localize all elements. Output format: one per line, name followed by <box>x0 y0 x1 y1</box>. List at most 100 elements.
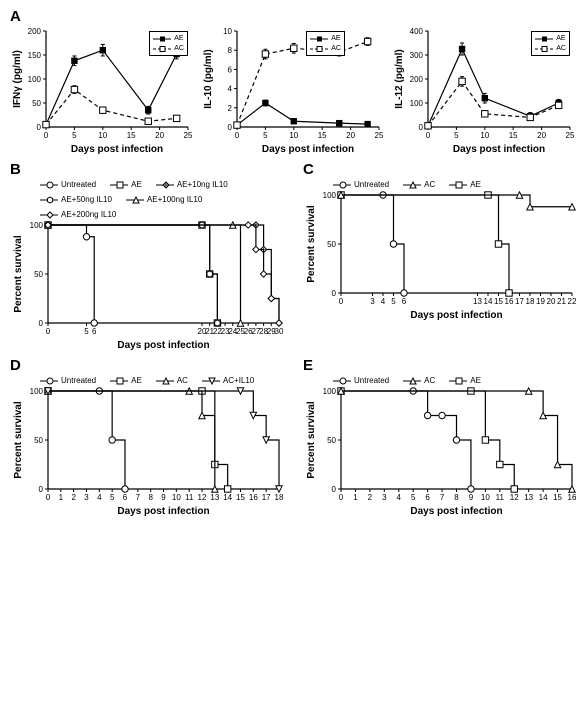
svg-text:50: 50 <box>32 99 41 108</box>
legend-item: AE+100ng IL10 <box>126 195 202 204</box>
svg-text:0: 0 <box>46 327 51 336</box>
svg-text:Days post infection: Days post infection <box>410 310 502 321</box>
legend-label: Untreated <box>61 376 96 385</box>
svg-text:IL-10 (pg/ml): IL-10 (pg/ml) <box>203 49 214 108</box>
svg-text:5: 5 <box>84 327 89 336</box>
legend-label: AE+50ng IL10 <box>61 195 112 204</box>
svg-text:3: 3 <box>84 493 89 502</box>
svg-text:25: 25 <box>566 131 575 140</box>
legend-marker-icon <box>403 181 421 189</box>
svg-text:0: 0 <box>37 123 42 132</box>
svg-text:200: 200 <box>410 75 424 84</box>
legend-item: Untreated <box>40 180 96 189</box>
legend-item: AE <box>110 180 142 189</box>
svg-text:0: 0 <box>235 131 240 140</box>
legend-label: AC+IL10 <box>223 376 254 385</box>
svg-text:100: 100 <box>410 99 424 108</box>
legend-item: AC <box>403 180 435 189</box>
legend-marker-icon <box>110 377 128 385</box>
svg-text:9: 9 <box>469 493 474 502</box>
svg-text:16: 16 <box>249 493 258 502</box>
panel-d-label: D <box>10 357 285 374</box>
svg-text:50: 50 <box>327 436 336 445</box>
panel-c: C UntreatedACAE 050100034561314151617181… <box>303 161 578 351</box>
svg-text:10: 10 <box>172 493 181 502</box>
svg-text:5: 5 <box>72 131 77 140</box>
svg-text:25: 25 <box>184 131 193 140</box>
legend-label: AE <box>470 180 481 189</box>
legend-marker-icon <box>449 181 467 189</box>
svg-text:16: 16 <box>568 493 577 502</box>
svg-text:4: 4 <box>381 297 386 306</box>
svg-text:100: 100 <box>28 75 42 84</box>
svg-text:50: 50 <box>34 436 43 445</box>
svg-text:20: 20 <box>537 131 546 140</box>
svg-text:300: 300 <box>410 51 424 60</box>
svg-text:2: 2 <box>368 493 373 502</box>
svg-text:4: 4 <box>97 493 102 502</box>
legend-label: AE <box>131 180 142 189</box>
svg-text:5: 5 <box>454 131 459 140</box>
legend-text: AC <box>174 44 184 53</box>
legend-c: Untreated AC AE <box>333 180 578 189</box>
legend-label: AC <box>424 376 435 385</box>
legend-marker-icon <box>40 196 58 204</box>
svg-text:20: 20 <box>547 297 556 306</box>
legend-label: AC <box>424 180 435 189</box>
legend-marker-icon <box>403 377 421 385</box>
chart-il10: 02468100510152025Days post infectionIL-1… <box>201 25 385 155</box>
svg-text:8: 8 <box>228 46 233 55</box>
svg-text:22: 22 <box>568 297 577 306</box>
svg-text:100: 100 <box>30 387 44 396</box>
svg-text:Days post infection: Days post infection <box>410 506 502 517</box>
panel-e: E UntreatedACAE 050100012345678910111213… <box>303 357 578 517</box>
svg-text:Percent survival: Percent survival <box>13 401 24 478</box>
svg-text:8: 8 <box>454 493 459 502</box>
svg-text:50: 50 <box>34 270 43 279</box>
legend-label: AC <box>177 376 188 385</box>
legend-item: Untreated <box>40 376 96 385</box>
svg-text:0: 0 <box>426 131 431 140</box>
svg-text:6: 6 <box>228 65 233 74</box>
legend-marker-icon <box>40 181 58 189</box>
legend-label: AE <box>470 376 481 385</box>
svg-text:0: 0 <box>332 485 337 494</box>
panel-a-label: A <box>10 8 576 25</box>
legend-a1-ae: AE <box>153 34 184 43</box>
chart-d: 0501000123456789101112131415161718Days p… <box>10 387 285 517</box>
legend-label: Untreated <box>61 180 96 189</box>
chart-a2-wrap: AE AC 02468100510152025Days post infecti… <box>201 25 385 155</box>
svg-text:18: 18 <box>526 297 535 306</box>
panel-a-row: AE AC 0501001502000510152025Days post in… <box>10 25 576 155</box>
svg-text:13: 13 <box>210 493 219 502</box>
svg-text:Percent survival: Percent survival <box>306 401 317 478</box>
svg-text:100: 100 <box>323 191 337 200</box>
svg-text:8: 8 <box>148 493 153 502</box>
legend-item: AE+10ng IL10 <box>156 180 228 189</box>
svg-text:5: 5 <box>411 493 416 502</box>
legend-label: Untreated <box>354 180 389 189</box>
svg-text:15: 15 <box>127 131 136 140</box>
svg-text:10: 10 <box>481 493 490 502</box>
svg-text:1: 1 <box>353 493 358 502</box>
svg-text:10: 10 <box>98 131 107 140</box>
legend-a3: AE AC <box>531 31 570 56</box>
svg-text:0: 0 <box>419 123 424 132</box>
legend-item: AC <box>403 376 435 385</box>
svg-text:17: 17 <box>262 493 271 502</box>
svg-text:15: 15 <box>553 493 562 502</box>
svg-text:13: 13 <box>473 297 482 306</box>
legend-item: AE <box>110 376 142 385</box>
svg-text:10: 10 <box>223 27 232 36</box>
legend-marker-icon <box>156 377 174 385</box>
legend-item: AE+50ng IL10 <box>40 195 112 204</box>
svg-text:15: 15 <box>236 493 245 502</box>
svg-text:7: 7 <box>136 493 141 502</box>
svg-text:6: 6 <box>92 327 97 336</box>
chart-e: 050100012345678910111213141516Days post … <box>303 387 578 517</box>
legend-marker-icon <box>126 196 144 204</box>
svg-text:15: 15 <box>509 131 518 140</box>
panel-e-label: E <box>303 357 578 374</box>
figure-root: { "panelA": { "label": "A", "charts": [ … <box>0 0 586 527</box>
svg-text:21: 21 <box>557 297 566 306</box>
